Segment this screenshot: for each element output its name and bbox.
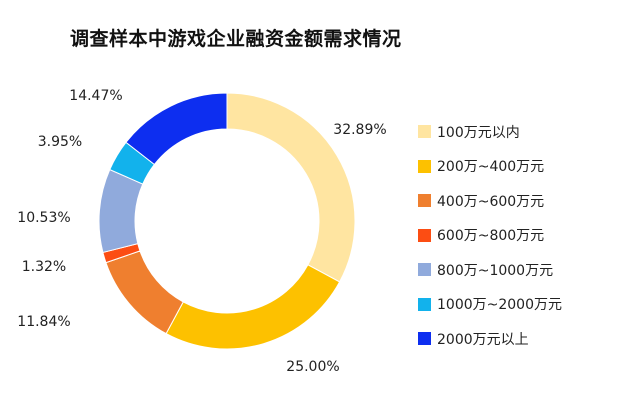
slice-value-label: 11.84% <box>17 314 70 330</box>
donut-slice <box>98 168 144 254</box>
legend-swatch <box>418 159 431 173</box>
legend-swatch <box>418 228 431 242</box>
slice-value-label: 32.89% <box>333 122 386 138</box>
legend-swatch <box>418 297 431 311</box>
slice-value-label: 14.47% <box>69 88 122 104</box>
legend-label: 200万~400万元 <box>437 159 545 175</box>
legend-swatch <box>418 263 431 276</box>
slice-value-label: 1.32% <box>22 259 66 275</box>
legend-label: 400万~600万元 <box>437 193 545 210</box>
donut-slice <box>226 92 356 283</box>
legend-swatch <box>418 194 431 207</box>
legend-item: 100万元以内 <box>418 121 562 142</box>
donut-slice <box>125 92 228 166</box>
chart-title: 调查样本中游戏企业融资金额需求情况 <box>70 28 402 50</box>
legend-swatch <box>418 125 431 138</box>
legend-item: 800万~1000万元 <box>418 259 562 280</box>
legend-item: 1000万~2000万元 <box>418 294 562 315</box>
legend-item: 600万~800万元 <box>418 225 562 246</box>
legend-item: 200万~400万元 <box>418 156 562 177</box>
legend-label: 1000万~2000万元 <box>437 297 562 313</box>
legend-item: 2000万元以上 <box>418 328 562 349</box>
legend-label: 100万元以内 <box>437 124 520 141</box>
donut-slice <box>165 264 341 350</box>
chart-legend: 100万元以内 200万~400万元 400万~600万元 600万~800万元 800… <box>418 121 562 363</box>
slice-value-label: 3.95% <box>38 134 82 150</box>
legend-label: 800万~1000万元 <box>437 262 554 279</box>
donut-slice <box>105 250 184 335</box>
slice-value-label: 10.53% <box>17 210 70 226</box>
slice-value-label: 25.00% <box>286 359 339 375</box>
legend-label: 2000万元以上 <box>437 331 529 348</box>
legend-item: 400万~600万元 <box>418 190 562 211</box>
legend-swatch <box>418 332 431 345</box>
legend-label: 600万~800万元 <box>437 228 545 244</box>
